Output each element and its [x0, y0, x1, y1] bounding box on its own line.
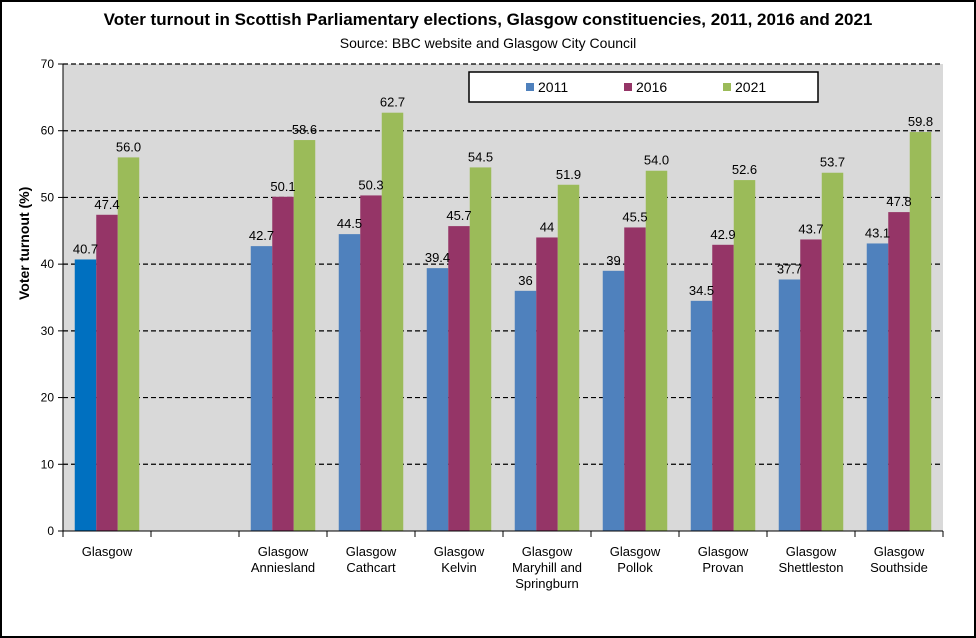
data-label: 42.9	[710, 227, 735, 242]
data-label: 45.7	[446, 208, 471, 223]
legend: 2011 2016 2021	[468, 71, 819, 103]
x-category-label: Provan	[702, 560, 743, 575]
bar	[426, 268, 449, 531]
bar	[821, 172, 844, 531]
bar	[448, 226, 470, 531]
bar	[909, 132, 932, 531]
x-category-label: Springburn	[515, 576, 579, 591]
data-labels: 40.7 47.4 56.0 42.7 50.1 58.6 44.5 50.3 62.7 39.4…	[73, 95, 933, 298]
legend-swatch	[526, 83, 534, 91]
data-label: 53.7	[820, 155, 845, 170]
axes	[58, 63, 944, 537]
legend-swatch	[723, 83, 731, 91]
x-category-label: Shettleston	[778, 560, 843, 575]
bar	[117, 157, 140, 531]
data-label: 42.7	[249, 228, 274, 243]
data-label: 52.6	[732, 162, 757, 177]
data-label: 39	[606, 253, 620, 268]
y-tick-label: 10	[41, 457, 55, 471]
chart-subtitle: Source: BBC website and Glasgow City Cou…	[339, 35, 637, 51]
data-label: 50.3	[358, 177, 383, 192]
data-label: 36	[518, 273, 532, 288]
bar	[778, 279, 801, 531]
data-label: 45.5	[622, 209, 647, 224]
y-tick-labels: 0 10 20 30 40 50 60 70	[41, 57, 55, 538]
data-label: 54.0	[644, 153, 669, 168]
x-category-label: Southside	[870, 560, 928, 575]
data-label: 44.5	[337, 216, 362, 231]
bar	[602, 270, 625, 531]
x-category-label: Pollok	[617, 560, 653, 575]
y-tick-label: 20	[41, 391, 55, 405]
data-label: 50.1	[270, 179, 295, 194]
bar	[360, 195, 382, 532]
data-label: 51.9	[556, 167, 581, 182]
gridlines	[63, 63, 943, 465]
bar	[338, 234, 361, 531]
y-tick-label: 50	[41, 190, 55, 204]
data-label: 43.1	[865, 225, 890, 240]
x-category-label: Glasgow	[522, 544, 573, 559]
y-tick-label: 0	[47, 524, 54, 538]
data-label: 54.5	[468, 149, 493, 164]
x-category-label: Glasgow	[698, 544, 749, 559]
x-category-label: Glasgow	[434, 544, 485, 559]
data-label: 44	[540, 219, 554, 234]
bar	[690, 300, 713, 531]
y-tick-label: 30	[41, 324, 55, 338]
bar	[74, 259, 97, 531]
x-category-label: Glasgow	[82, 544, 133, 559]
legend-label: 2016	[636, 79, 667, 95]
data-label: 47.4	[94, 197, 119, 212]
legend-label: 2011	[538, 79, 568, 95]
x-category-label: Glasgow	[610, 544, 661, 559]
x-category-labels: Glasgow GlasgowAnnieslandGlasgowCathcartG…	[82, 544, 928, 591]
bar	[733, 180, 756, 531]
y-tick-label: 60	[41, 124, 55, 138]
bar	[712, 244, 734, 531]
x-category-label: Glasgow	[258, 544, 309, 559]
data-label: 39.4	[425, 250, 450, 265]
x-category-label: Cathcart	[346, 560, 396, 575]
data-label: 47.8	[886, 194, 911, 209]
bar	[96, 214, 118, 531]
bar	[272, 196, 294, 532]
data-label: 43.7	[798, 221, 823, 236]
data-label: 37.7	[777, 261, 802, 276]
bar	[866, 243, 889, 531]
x-category-label: Glasgow	[874, 544, 925, 559]
legend-label: 2021	[735, 79, 766, 95]
x-category-label: Glasgow	[346, 544, 397, 559]
bar	[557, 184, 580, 531]
data-label: 40.7	[73, 241, 98, 256]
bar	[381, 112, 404, 532]
data-label: 59.8	[908, 114, 933, 129]
bar	[800, 239, 822, 532]
bar	[293, 140, 316, 531]
y-tick-label: 70	[41, 57, 55, 71]
bar	[888, 212, 910, 531]
y-tick-label: 40	[41, 257, 55, 271]
bar	[624, 227, 646, 531]
bar	[469, 167, 492, 531]
bar	[250, 246, 273, 531]
bar	[645, 170, 668, 531]
data-label: 62.7	[380, 95, 405, 110]
data-label: 34.5	[689, 283, 714, 298]
data-label: 58.6	[292, 122, 317, 137]
bar	[514, 290, 537, 531]
x-category-label: Maryhill and	[512, 560, 582, 575]
x-category-label: Kelvin	[441, 560, 476, 575]
bars	[74, 112, 932, 532]
chart-title: Voter turnout in Scottish Parliamentary …	[103, 10, 873, 29]
legend-swatch	[624, 83, 632, 91]
x-category-label: Anniesland	[251, 560, 315, 575]
data-label: 56.0	[116, 139, 141, 154]
bar	[536, 237, 558, 531]
x-category-label: Glasgow	[786, 544, 837, 559]
